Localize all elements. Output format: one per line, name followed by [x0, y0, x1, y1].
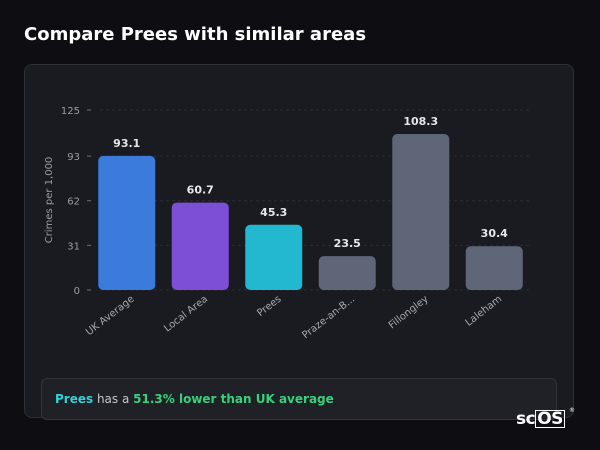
x-category-label: Fillongley	[387, 294, 431, 332]
bar-2	[171, 202, 229, 290]
brand-logo: sc OS	[516, 409, 565, 429]
summary-place: Prees	[55, 392, 94, 406]
registered-mark: ®	[569, 407, 575, 414]
bar-value-label: 60.7	[187, 184, 214, 197]
y-tick-label: 31	[67, 241, 80, 252]
bar-value-label: 30.4	[481, 227, 508, 240]
bar-value-label: 23.5	[334, 237, 361, 250]
y-tick-label: 62	[67, 197, 80, 208]
bar-3	[245, 224, 303, 290]
bar-1	[98, 155, 156, 290]
summary-middle-text: has a	[93, 392, 134, 406]
x-category-label: UK Average	[84, 294, 137, 338]
y-tick-label: 0	[74, 286, 80, 297]
bar-value-label: 108.3	[403, 115, 438, 128]
bar-5	[392, 134, 450, 290]
summary-box: Prees has a 51.3% lower than UK average	[41, 378, 557, 420]
x-category-label: Laleham	[464, 294, 505, 329]
x-category-label: Prees	[255, 294, 283, 319]
y-axis-label: Crimes per 1,000	[44, 157, 55, 244]
bar-6	[465, 246, 523, 290]
bar-value-label: 93.1	[113, 137, 140, 150]
bar-value-label: 45.3	[260, 206, 287, 219]
x-category-label: Local Area	[162, 294, 210, 335]
bar-4	[318, 256, 376, 290]
page-title: Compare Prees with similar areas	[24, 24, 367, 45]
summary-difference: 51.3% lower than UK average	[133, 392, 334, 406]
y-tick-label: 125	[61, 106, 80, 117]
x-category-label: Praze-an-B...	[301, 294, 358, 342]
y-tick-label: 93	[67, 152, 80, 163]
